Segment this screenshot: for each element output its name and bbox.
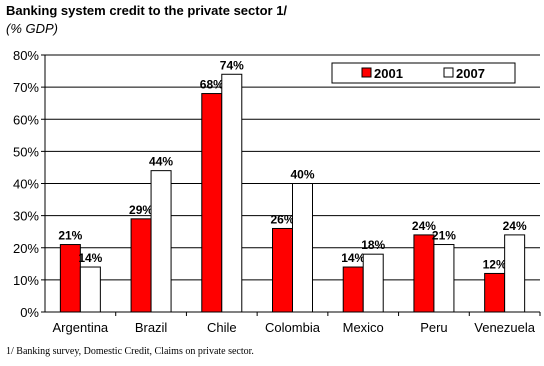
data-label-2007-chile: 74% xyxy=(220,58,244,72)
y-tick-label: 70% xyxy=(13,80,39,95)
y-tick-label: 0% xyxy=(20,305,39,320)
data-label-2001-venezuela: 12% xyxy=(483,257,507,271)
bar-2001-peru xyxy=(413,234,435,313)
bar-2007-brazil xyxy=(150,170,172,313)
bar-2007-chile xyxy=(221,73,243,313)
y-tick-label: 50% xyxy=(13,144,39,159)
y-tick-label: 40% xyxy=(13,177,39,192)
data-label-2001-argentina: 21% xyxy=(58,229,82,243)
y-tick-label: 60% xyxy=(13,112,39,127)
bar-2001-venezuela xyxy=(484,272,506,313)
x-tick-label: Venezuela xyxy=(474,320,535,335)
data-label-2001-chile: 68% xyxy=(200,78,224,92)
bar-2007-peru xyxy=(433,244,455,313)
data-label-2001-mexico: 14% xyxy=(341,251,365,265)
data-label-2007-peru: 21% xyxy=(432,229,456,243)
x-tick-label: Peru xyxy=(420,320,447,335)
y-tick-label: 30% xyxy=(13,209,39,224)
footnote: 1/ Banking survey, Domestic Credit, Clai… xyxy=(6,346,254,357)
legend-swatch-2007 xyxy=(443,67,454,78)
data-label-2007-mexico: 18% xyxy=(361,238,385,252)
legend-label-2001: 2001 xyxy=(374,66,403,81)
legend-label-2007: 2007 xyxy=(456,66,485,81)
data-label-2001-colombia: 26% xyxy=(270,212,294,226)
bar-2001-colombia xyxy=(272,227,293,313)
x-tick-label: Colombia xyxy=(265,320,321,335)
data-label-2007-colombia: 40% xyxy=(290,168,314,182)
legend xyxy=(331,62,516,84)
x-tick-label: Brazil xyxy=(135,320,168,335)
chart-title: Banking system credit to the private sec… xyxy=(6,3,288,18)
bar-2007-mexico xyxy=(362,253,384,313)
x-tick-label: Argentina xyxy=(53,320,109,335)
data-label-2001-brazil: 29% xyxy=(129,203,153,217)
data-label-2007-brazil: 44% xyxy=(149,155,173,169)
legend-swatch-2001 xyxy=(361,67,372,78)
data-label-2007-venezuela: 24% xyxy=(503,219,527,233)
y-tick-label: 20% xyxy=(13,241,39,256)
bar-2007-venezuela xyxy=(504,234,526,313)
chart-subtitle: (% GDP) xyxy=(6,21,58,36)
data-label-2007-argentina: 14% xyxy=(78,251,102,265)
bar-2001-mexico xyxy=(342,266,364,313)
y-tick-label: 80% xyxy=(13,48,39,63)
x-tick-label: Chile xyxy=(207,320,237,335)
x-tick-label: Mexico xyxy=(343,320,384,335)
y-tick-label: 10% xyxy=(13,273,39,288)
bar-2001-chile xyxy=(201,93,223,313)
bar-2007-argentina xyxy=(79,266,101,313)
bar-2007-colombia xyxy=(292,183,313,313)
bar-2001-brazil xyxy=(130,218,152,313)
data-label-2001-peru: 24% xyxy=(412,219,436,233)
